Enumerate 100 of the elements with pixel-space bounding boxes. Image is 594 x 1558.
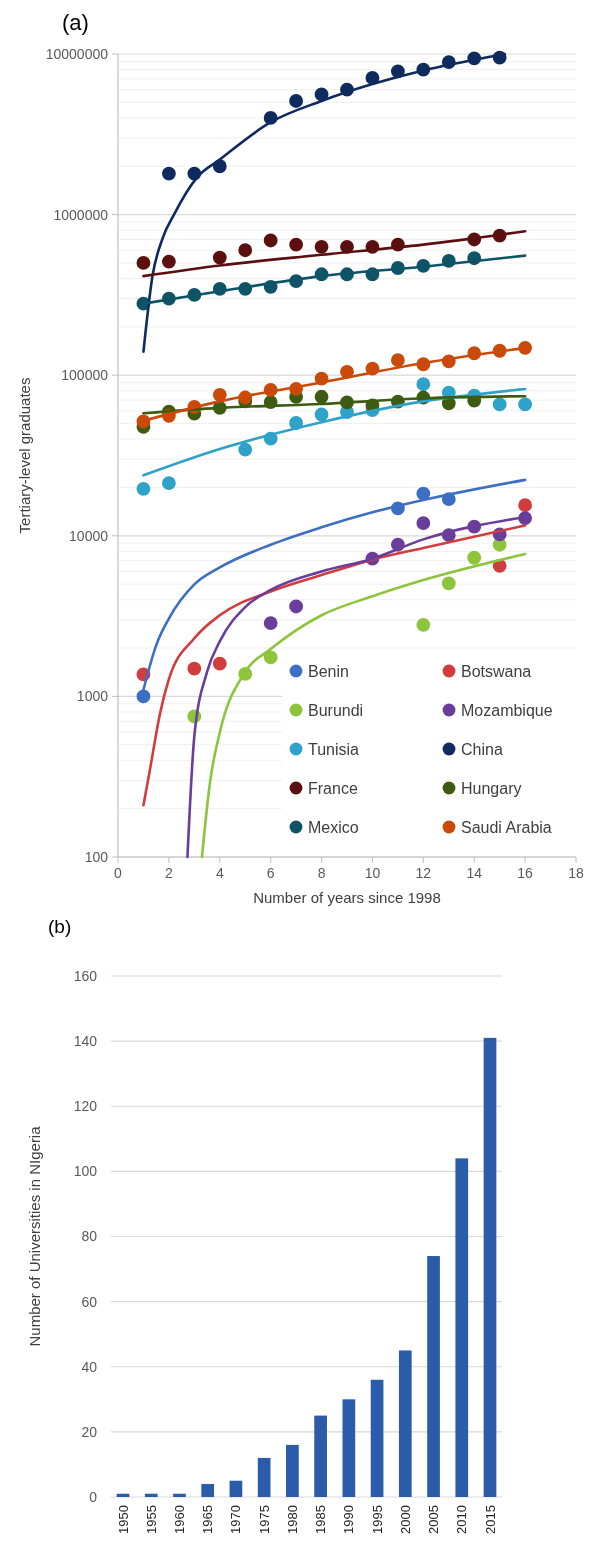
line-series xyxy=(142,387,527,477)
point xyxy=(187,661,202,676)
point xyxy=(314,239,329,254)
bar xyxy=(427,1256,440,1497)
x-tick-label: 16 xyxy=(517,865,534,881)
y-tick-label: 120 xyxy=(73,1098,98,1115)
x-tick-label: 1980 xyxy=(284,1505,300,1534)
y-tick-label: 0 xyxy=(89,1488,98,1505)
bar xyxy=(144,1493,158,1497)
point xyxy=(314,407,329,422)
bar xyxy=(342,1399,356,1497)
point xyxy=(390,353,405,368)
x-tick-label: 1960 xyxy=(172,1505,188,1534)
point xyxy=(238,442,253,457)
x-tick-label: 2015 xyxy=(482,1505,498,1534)
point xyxy=(416,377,431,392)
y-tick-label: 1000 xyxy=(76,688,109,705)
point xyxy=(518,397,533,412)
y-axis-title: Number of Universities in NIgeria xyxy=(26,1125,43,1347)
point xyxy=(238,243,253,258)
point xyxy=(518,498,533,513)
x-axis-title: Number of years since 1998 xyxy=(253,889,441,906)
x-tick-label: 2010 xyxy=(454,1505,470,1534)
y-tick-label: 80 xyxy=(81,1228,98,1245)
chart-title: (b) xyxy=(48,916,72,937)
point xyxy=(136,256,151,270)
bar xyxy=(173,1493,186,1497)
point xyxy=(263,616,278,630)
chart-title: (a) xyxy=(62,10,89,35)
x-tick-label: 2 xyxy=(164,865,173,881)
bar xyxy=(398,1350,412,1497)
y-tick-label: 60 xyxy=(81,1293,98,1310)
legend-label: Tunisia xyxy=(308,741,360,758)
point xyxy=(161,166,176,181)
point xyxy=(416,516,431,530)
y-tick-label: 10000000 xyxy=(45,45,109,62)
x-tick-label: 2000 xyxy=(397,1505,413,1534)
y-tick-label: 160 xyxy=(73,967,98,984)
legend-label: Saudi Arabia xyxy=(461,819,552,836)
bar xyxy=(286,1444,299,1497)
y-tick-label: 1000000 xyxy=(53,206,109,223)
point xyxy=(136,689,151,704)
point xyxy=(212,250,227,265)
x-tick-label: 18 xyxy=(568,865,584,881)
legend-label: Benin xyxy=(308,663,349,680)
point xyxy=(289,94,304,108)
x-tick-label: 1955 xyxy=(143,1505,159,1534)
x-tick-label: 1990 xyxy=(341,1505,357,1534)
point xyxy=(416,617,431,632)
line-series xyxy=(142,230,527,278)
legend-label: Mexico xyxy=(308,819,359,836)
line-series xyxy=(142,52,507,354)
y-tick-label: 40 xyxy=(81,1358,98,1375)
point xyxy=(314,389,329,404)
y-tick-label: 100 xyxy=(73,1163,98,1180)
x-tick-label: 1970 xyxy=(228,1505,244,1534)
y-tick-label: 10000 xyxy=(69,527,109,544)
point xyxy=(136,481,151,496)
legend-label: Hungary xyxy=(461,780,522,797)
x-tick-label: 10 xyxy=(364,865,381,881)
legend-label: Botswana xyxy=(461,663,532,680)
bar xyxy=(201,1483,215,1497)
y-tick-label: 100 xyxy=(84,848,109,865)
x-tick-label: 6 xyxy=(266,865,275,881)
point xyxy=(263,650,278,665)
legend-label: China xyxy=(461,741,503,758)
point xyxy=(467,550,482,565)
bar xyxy=(257,1457,271,1497)
bar xyxy=(370,1379,384,1497)
point xyxy=(212,656,227,671)
x-tick-label: 14 xyxy=(466,865,483,881)
y-tick-label: 20 xyxy=(81,1423,98,1440)
point xyxy=(289,237,304,252)
y-tick-label: 100000 xyxy=(61,367,109,384)
x-tick-label: 0 xyxy=(114,865,123,881)
point xyxy=(289,599,304,614)
y-axis-title: Tertiary-level graduates xyxy=(16,377,33,534)
point xyxy=(263,233,278,248)
y-tick-label: 140 xyxy=(73,1033,98,1050)
x-tick-label: 4 xyxy=(215,865,224,881)
point xyxy=(161,254,176,269)
point xyxy=(492,397,507,412)
legend-label: France xyxy=(308,780,358,797)
x-tick-label: 2005 xyxy=(426,1505,442,1534)
bar xyxy=(455,1158,469,1497)
legend-label: Burundi xyxy=(308,702,364,719)
point xyxy=(161,476,176,490)
point xyxy=(441,576,456,591)
x-tick-label: 1965 xyxy=(200,1505,216,1534)
point xyxy=(212,387,227,402)
bar xyxy=(483,1037,497,1497)
x-tick-label: 12 xyxy=(415,865,432,881)
x-tick-label: 8 xyxy=(317,865,326,881)
x-tick-label: 1995 xyxy=(369,1505,385,1534)
bar xyxy=(229,1480,243,1497)
x-tick-label: 1985 xyxy=(313,1505,329,1534)
x-tick-label: 1950 xyxy=(115,1505,131,1534)
bar xyxy=(314,1415,327,1497)
legend-label: Mozambique xyxy=(461,702,553,719)
x-tick-label: 1975 xyxy=(256,1505,272,1534)
